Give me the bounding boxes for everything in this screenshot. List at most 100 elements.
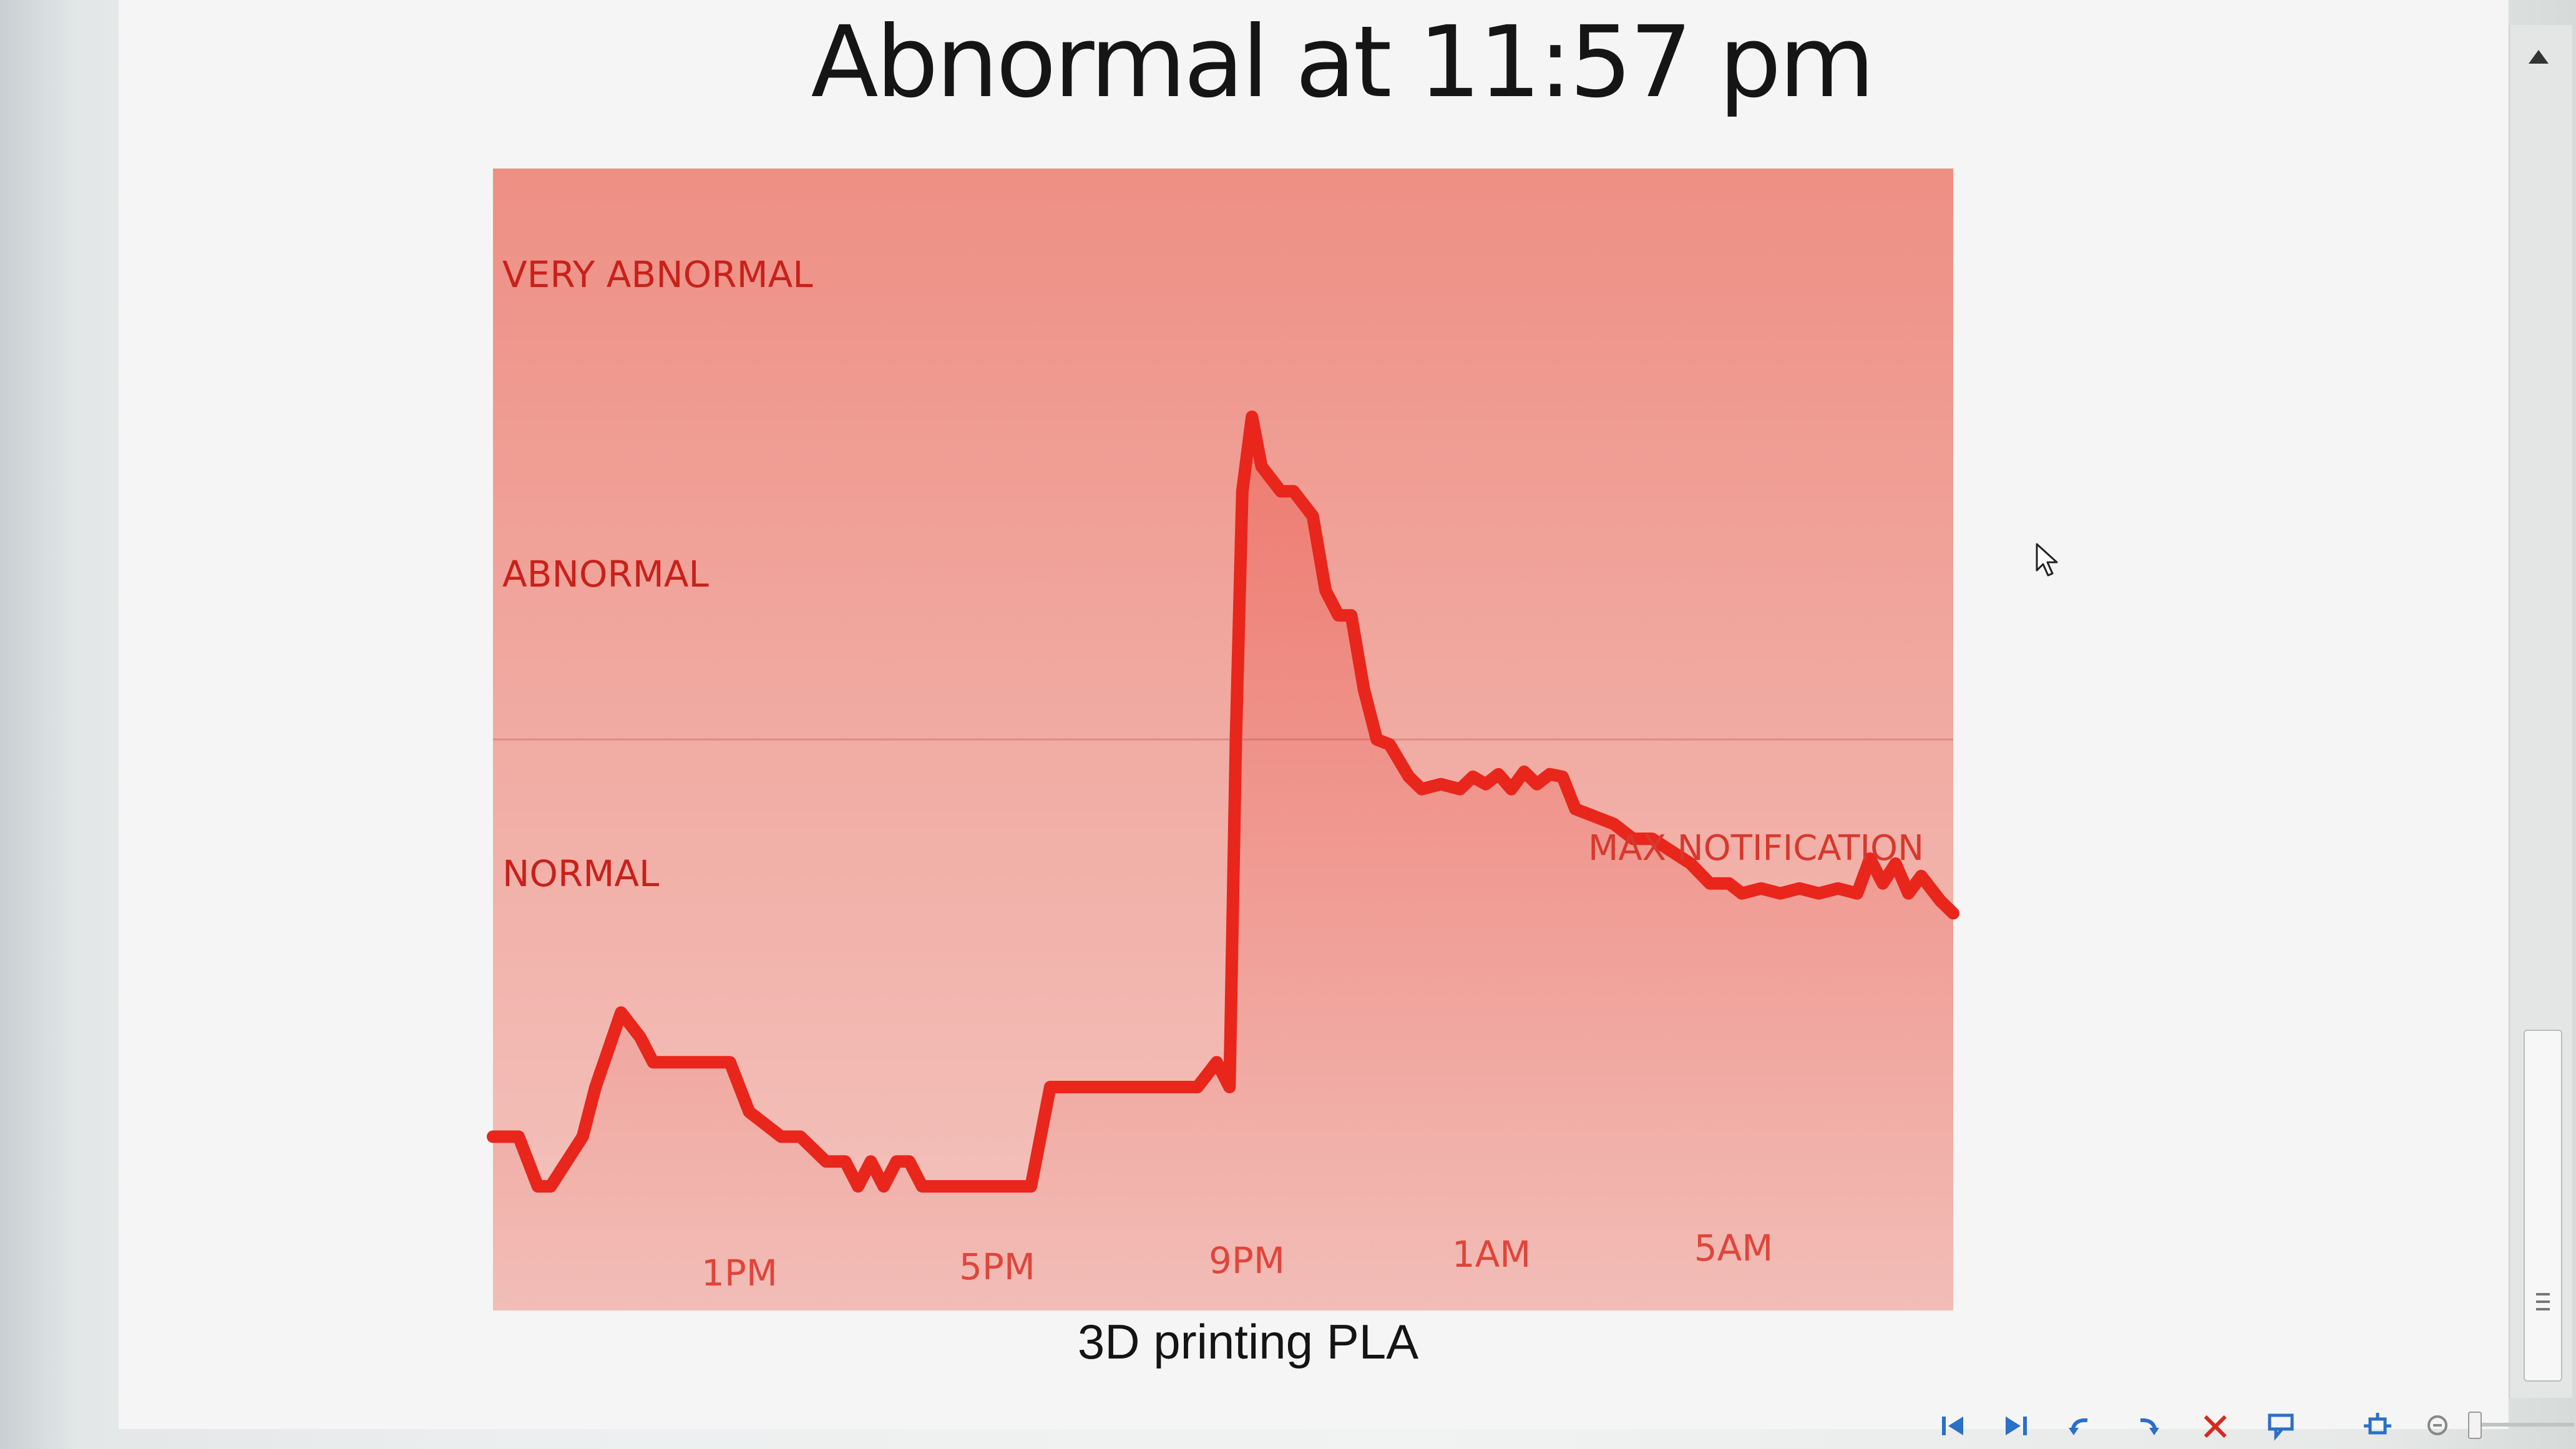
data-point bbox=[532, 1180, 544, 1193]
data-point bbox=[1582, 807, 1594, 820]
data-point bbox=[967, 1180, 980, 1193]
data-point bbox=[724, 1056, 736, 1068]
threshold-label: MAX NOTIFICATION bbox=[1588, 828, 1924, 869]
data-point bbox=[544, 1180, 557, 1193]
level-label-abnormal: ABNORMAL bbox=[502, 553, 709, 595]
data-point bbox=[1345, 609, 1357, 622]
delete-icon[interactable] bbox=[2197, 1407, 2234, 1444]
skip-start-icon[interactable] bbox=[1934, 1407, 1972, 1444]
series-line bbox=[487, 410, 1959, 1193]
data-point bbox=[935, 1180, 947, 1193]
data-point bbox=[1230, 733, 1242, 746]
data-point bbox=[1211, 1056, 1223, 1068]
data-point bbox=[794, 1131, 807, 1143]
data-point bbox=[999, 1180, 1012, 1193]
vertical-scrollbar[interactable] bbox=[2509, 25, 2572, 1398]
data-point bbox=[890, 1155, 903, 1168]
series-area bbox=[493, 416, 1953, 1310]
data-point bbox=[1934, 895, 1947, 907]
data-point bbox=[1415, 783, 1428, 796]
data-point bbox=[1274, 485, 1287, 497]
data-point bbox=[1556, 771, 1569, 783]
chart-caption: 3D printing PLA bbox=[1077, 1314, 1419, 1369]
data-point bbox=[1307, 510, 1319, 522]
chart-svg: VERY ABNORMAL ABNORMAL NORMAL MAX NOTIFI… bbox=[487, 168, 1959, 1310]
data-point bbox=[1704, 877, 1716, 890]
data-point bbox=[1813, 887, 1825, 900]
data-point bbox=[743, 1106, 756, 1118]
data-point bbox=[1403, 771, 1415, 783]
data-point bbox=[1223, 1081, 1236, 1093]
x-tick-9pm: 9PM bbox=[1209, 1239, 1285, 1282]
data-point bbox=[1755, 882, 1767, 895]
grip-line bbox=[2536, 1308, 2550, 1310]
data-point bbox=[1319, 584, 1332, 597]
scroll-up-arrow-icon[interactable] bbox=[2529, 50, 2549, 64]
data-point bbox=[1735, 887, 1748, 900]
level-label-normal: NORMAL bbox=[502, 852, 659, 895]
data-point bbox=[1492, 768, 1505, 781]
data-point bbox=[1383, 738, 1396, 751]
data-point bbox=[589, 1081, 602, 1093]
data-point bbox=[1774, 887, 1787, 900]
data-point bbox=[1723, 877, 1735, 890]
data-point bbox=[673, 1056, 685, 1068]
data-point bbox=[1832, 882, 1844, 895]
zoom-out-icon[interactable] bbox=[2421, 1407, 2459, 1444]
data-point bbox=[1370, 733, 1383, 746]
zoom-slider[interactable] bbox=[2468, 1412, 2574, 1439]
fit-icon[interactable] bbox=[2359, 1407, 2396, 1444]
level-label-very-abnormal: VERY ABNORMAL bbox=[502, 253, 813, 296]
data-point bbox=[487, 1131, 499, 1143]
chart-title: Abnormal at 11:57 pm bbox=[811, 5, 1875, 120]
data-point bbox=[1569, 803, 1582, 815]
data-point bbox=[1793, 882, 1806, 895]
scrollbar-thumb[interactable] bbox=[2524, 1030, 2562, 1382]
data-point bbox=[1454, 783, 1466, 796]
data-point bbox=[1236, 485, 1249, 497]
data-point bbox=[647, 1056, 660, 1068]
data-point bbox=[615, 1007, 627, 1019]
bottom-toolbar bbox=[1922, 1398, 2576, 1449]
data-point bbox=[634, 1031, 646, 1043]
data-point bbox=[1246, 411, 1258, 423]
grip-line bbox=[2536, 1293, 2550, 1295]
x-tick-5pm: 5PM bbox=[959, 1246, 1035, 1288]
data-point bbox=[1089, 1081, 1101, 1093]
data-point bbox=[1044, 1081, 1056, 1093]
data-point bbox=[512, 1131, 525, 1143]
data-point bbox=[1543, 768, 1556, 781]
data-point bbox=[1358, 683, 1370, 696]
data-point bbox=[1256, 460, 1268, 472]
zoom-slider-handle[interactable] bbox=[2468, 1412, 2482, 1439]
data-point bbox=[1063, 1081, 1076, 1093]
data-point bbox=[1287, 485, 1300, 497]
data-point bbox=[820, 1155, 832, 1168]
data-point bbox=[1518, 766, 1530, 778]
chart-area: VERY ABNORMAL ABNORMAL NORMAL MAX NOTIFI… bbox=[487, 168, 1959, 1317]
data-point bbox=[577, 1131, 589, 1143]
data-point bbox=[698, 1056, 711, 1068]
data-point bbox=[1947, 907, 1959, 920]
data-point bbox=[852, 1180, 864, 1193]
redo-icon[interactable] bbox=[2128, 1407, 2165, 1444]
data-point bbox=[1435, 778, 1447, 791]
skip-end-icon[interactable] bbox=[1997, 1407, 2034, 1444]
data-point bbox=[1902, 887, 1915, 900]
data-point bbox=[1332, 609, 1345, 622]
comment-icon[interactable] bbox=[2262, 1407, 2300, 1444]
data-point bbox=[877, 1180, 890, 1193]
data-point bbox=[1505, 783, 1518, 796]
x-tick-5am: 5AM bbox=[1694, 1227, 1773, 1269]
data-point bbox=[916, 1180, 929, 1193]
data-point bbox=[1480, 778, 1492, 791]
data-point bbox=[1915, 870, 1928, 882]
mouse-pointer-icon bbox=[2036, 543, 2061, 580]
data-point bbox=[839, 1155, 852, 1168]
data-point bbox=[1159, 1081, 1172, 1093]
data-point bbox=[1531, 778, 1543, 791]
data-point bbox=[1595, 812, 1608, 825]
x-tick-1pm: 1PM bbox=[701, 1252, 778, 1294]
undo-icon[interactable] bbox=[2062, 1407, 2100, 1444]
data-point bbox=[1191, 1081, 1204, 1093]
